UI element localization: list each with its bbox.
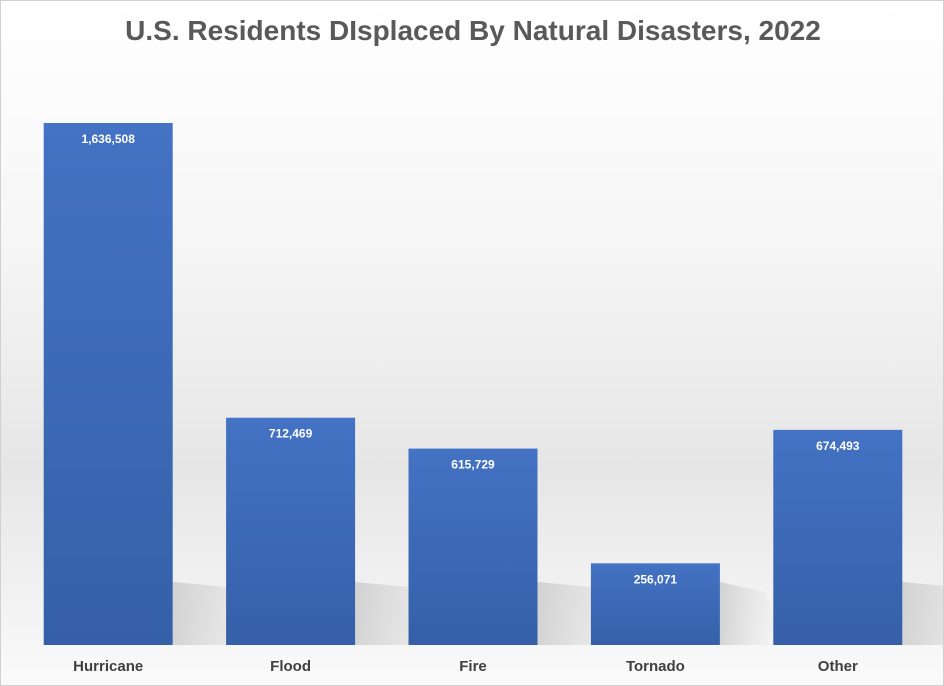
data-label-flood: 712,469 (269, 427, 313, 441)
data-label-tornado: 256,071 (634, 572, 678, 586)
x-tick-tornado: Tornado (626, 658, 685, 675)
bar-shadow (719, 582, 785, 645)
data-label-hurricane: 1,636,508 (82, 132, 136, 146)
x-tick-fire: Fire (459, 658, 487, 675)
bars (43, 123, 903, 645)
bar-hurricane (43, 123, 173, 645)
data-labels: 1,636,508 712,469 615,729 256,071 674,493 (82, 132, 860, 586)
bar-flood (226, 417, 356, 645)
data-label-other: 674,493 (816, 439, 860, 453)
x-axis-tick-labels: Hurricane Flood Fire Tornado Other (73, 658, 858, 675)
bar-tornado (590, 563, 720, 645)
x-tick-flood: Flood (270, 658, 311, 675)
bar-fire (408, 448, 538, 645)
x-tick-other: Other (818, 658, 858, 675)
bar-other (773, 429, 903, 645)
chart-title: U.S. Residents DIsplaced By Natural Disa… (125, 15, 821, 46)
bar-shadow (902, 582, 943, 645)
data-label-fire: 615,729 (451, 458, 495, 472)
x-tick-hurricane: Hurricane (73, 658, 143, 675)
